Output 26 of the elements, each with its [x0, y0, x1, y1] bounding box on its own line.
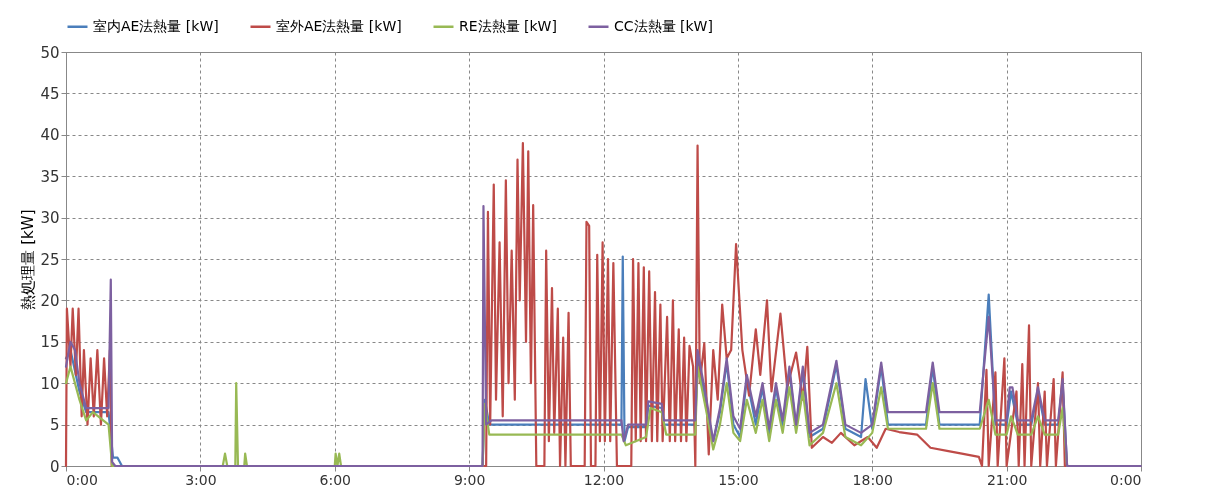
x-tick-label: 12:00 [583, 471, 625, 488]
legend-label: 室外AE法熱量 [kW] [276, 17, 402, 34]
x-tick-label: 15:00 [718, 471, 759, 488]
y-tick-label: 10 [40, 374, 60, 393]
legend-label: RE法熱量 [kW] [459, 17, 557, 34]
y-tick-label: 40 [40, 126, 60, 145]
y-tick-label: 5 [49, 416, 60, 435]
y-tick-label: 0 [49, 457, 60, 476]
y-tick-label: 25 [40, 250, 60, 269]
y-tick-label: 35 [40, 167, 60, 186]
x-tick-label: 3:00 [185, 471, 217, 488]
x-tick-label: 9:00 [453, 471, 486, 488]
y-tick-label: 20 [40, 291, 60, 310]
x-tick-label: 0:00 [1110, 471, 1142, 488]
x-tick-label: 6:00 [319, 471, 351, 488]
x-tick-label: 0:00 [66, 471, 98, 488]
legend-label: 室内AE法熱量 [kW] [93, 17, 219, 34]
line-series [64, 204, 1143, 468]
x-tick-label: 18:00 [852, 471, 893, 488]
y-axis-title: 熱処理量 [kW] [19, 209, 38, 310]
y-tick-label: 30 [40, 209, 60, 228]
legend-label: CC法熱量 [kW] [614, 17, 713, 34]
y-tick-label: 15 [40, 333, 60, 352]
y-tick-label: 45 [40, 84, 60, 103]
y-tick-label: 50 [40, 43, 60, 62]
x-tick-label: 21:00 [986, 471, 1028, 488]
